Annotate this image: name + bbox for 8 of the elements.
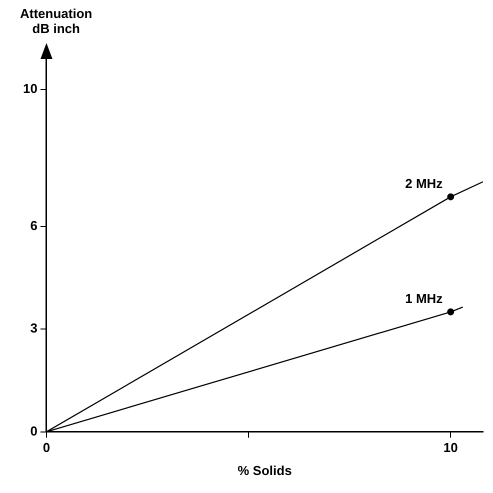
y-tick-label: 3 <box>30 320 38 336</box>
y-tick-label: 6 <box>30 218 38 233</box>
series-label: 1 MHz <box>405 290 444 306</box>
series-label: 2 MHz <box>405 176 444 191</box>
y-axis-title: Attenuation dB inch <box>20 6 92 36</box>
y-tick-label: 0 <box>30 423 38 438</box>
y-tick-label: 10 <box>22 80 38 96</box>
x-axis-title: % Solids <box>238 462 292 478</box>
